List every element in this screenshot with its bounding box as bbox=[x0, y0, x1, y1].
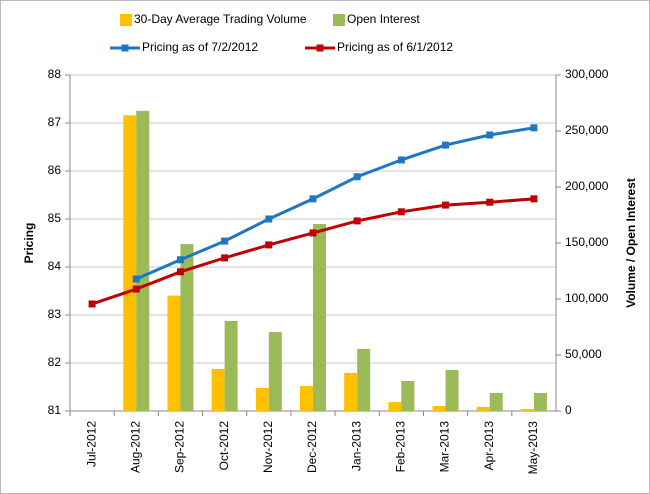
marker bbox=[176, 268, 184, 276]
y2-axis-title: Volume / Open Interest bbox=[624, 178, 638, 308]
bar bbox=[268, 332, 282, 411]
marker bbox=[530, 124, 538, 132]
bar bbox=[167, 295, 181, 411]
marker bbox=[221, 254, 229, 262]
y-tick-label: 87 bbox=[48, 115, 62, 129]
legend-label: 30-Day Average Trading Volume bbox=[134, 12, 307, 26]
x-tick-label: Aug-2012 bbox=[128, 421, 142, 473]
y2-tick-label: 50,000 bbox=[565, 347, 602, 361]
y-tick-label: 83 bbox=[48, 307, 62, 321]
x-tick-label: Apr-2013 bbox=[482, 421, 496, 471]
bar bbox=[533, 392, 547, 411]
marker bbox=[397, 156, 405, 164]
legend-swatch bbox=[120, 14, 132, 26]
marker bbox=[486, 198, 494, 206]
marker bbox=[397, 208, 405, 216]
y2-tick-label: 250,000 bbox=[565, 123, 609, 137]
marker bbox=[442, 141, 450, 149]
x-tick-label: May-2013 bbox=[526, 421, 540, 475]
marker bbox=[353, 217, 361, 225]
y-axis-title: Pricing bbox=[22, 223, 36, 264]
legend-label: Pricing as of 7/2/2012 bbox=[142, 40, 258, 54]
marker bbox=[88, 300, 96, 308]
bar bbox=[211, 369, 225, 411]
marker bbox=[309, 195, 317, 203]
bar bbox=[401, 380, 415, 411]
x-tick-label: Dec-2012 bbox=[305, 421, 319, 473]
bar bbox=[255, 388, 269, 411]
bar bbox=[388, 402, 402, 411]
line bbox=[135, 126, 535, 281]
x-tick-label: Sep-2012 bbox=[173, 421, 187, 473]
marker bbox=[353, 173, 361, 181]
y2-tick-label: 150,000 bbox=[565, 235, 609, 249]
x-tick-label: Jan-2013 bbox=[349, 421, 363, 471]
bar bbox=[520, 408, 534, 411]
y-tick-label: 86 bbox=[48, 163, 62, 177]
bar bbox=[432, 405, 446, 411]
x-tick-label: Feb-2013 bbox=[394, 421, 408, 473]
x-tick-label: Mar-2013 bbox=[438, 421, 452, 473]
x-tick-label: Jul-2012 bbox=[84, 421, 98, 467]
bar bbox=[357, 348, 371, 411]
y-tick-label: 88 bbox=[48, 67, 62, 81]
legend-marker bbox=[121, 44, 129, 52]
legend-marker bbox=[316, 44, 324, 52]
marker bbox=[132, 285, 140, 293]
marker bbox=[265, 215, 273, 223]
y2-tick-label: 300,000 bbox=[565, 67, 609, 81]
bar bbox=[123, 115, 137, 411]
bar bbox=[180, 244, 194, 411]
y-tick-label: 85 bbox=[48, 211, 62, 225]
y2-tick-label: 0 bbox=[565, 403, 572, 417]
bar bbox=[344, 372, 358, 411]
y-tick-label: 84 bbox=[48, 259, 62, 273]
legend-swatch bbox=[333, 14, 345, 26]
y2-tick-label: 200,000 bbox=[565, 179, 609, 193]
bar bbox=[313, 223, 326, 411]
bar bbox=[445, 370, 459, 411]
y2-tick-label: 100,000 bbox=[565, 291, 609, 305]
bar bbox=[476, 406, 490, 411]
marker bbox=[486, 131, 494, 139]
y-tick-label: 82 bbox=[48, 355, 62, 369]
marker bbox=[442, 201, 450, 209]
marker bbox=[530, 195, 538, 203]
marker bbox=[132, 275, 140, 283]
bar bbox=[489, 392, 503, 411]
x-tick-label: Nov-2012 bbox=[261, 421, 275, 473]
y-tick-label: 81 bbox=[48, 403, 62, 417]
x-tick-label: Oct-2012 bbox=[217, 421, 231, 471]
bar bbox=[300, 386, 313, 411]
marker bbox=[309, 229, 317, 237]
legend-label: Pricing as of 6/1/2012 bbox=[337, 40, 453, 54]
legend-label: Open Interest bbox=[347, 12, 420, 26]
marker bbox=[221, 237, 229, 245]
marker bbox=[265, 241, 273, 249]
bar bbox=[224, 320, 238, 411]
marker bbox=[176, 256, 184, 264]
bar bbox=[136, 110, 150, 411]
